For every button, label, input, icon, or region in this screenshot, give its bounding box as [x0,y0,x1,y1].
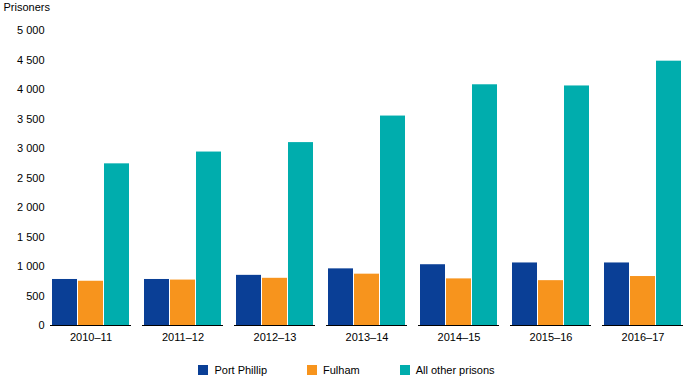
svg-text:1 000: 1 000 [17,260,45,272]
html-text:All other prisons: All other prisons [415,364,495,376]
svg-text:2013–14: 2013–14 [346,331,389,343]
svg-text:3 500: 3 500 [17,113,45,125]
svg-text:2 000: 2 000 [17,201,45,213]
html-text:Port Phillip: Port Phillip [214,364,267,376]
svg-text:2011–12: 2011–12 [162,331,204,343]
svg-text:500: 500 [26,290,44,302]
svg-text:2 500: 2 500 [17,172,45,184]
html-text:Fulham: Fulham [323,364,360,376]
svg-text:2014–15: 2014–15 [438,331,481,343]
svg-text:2012–13: 2012–13 [254,331,297,343]
svg-text:Prisoners: Prisoners [4,1,51,13]
svg-text:0: 0 [38,319,44,331]
svg-text:3 000: 3 000 [17,142,45,154]
svg-text:2015–16: 2015–16 [530,331,573,343]
svg-text:2010–11: 2010–11 [70,331,112,343]
svg-text:2016–17: 2016–17 [622,331,665,343]
svg-text:5 000: 5 000 [17,24,45,36]
svg-text:4 000: 4 000 [17,83,45,95]
svg-text:4 500: 4 500 [17,54,45,66]
svg-text:1 500: 1 500 [17,231,45,243]
